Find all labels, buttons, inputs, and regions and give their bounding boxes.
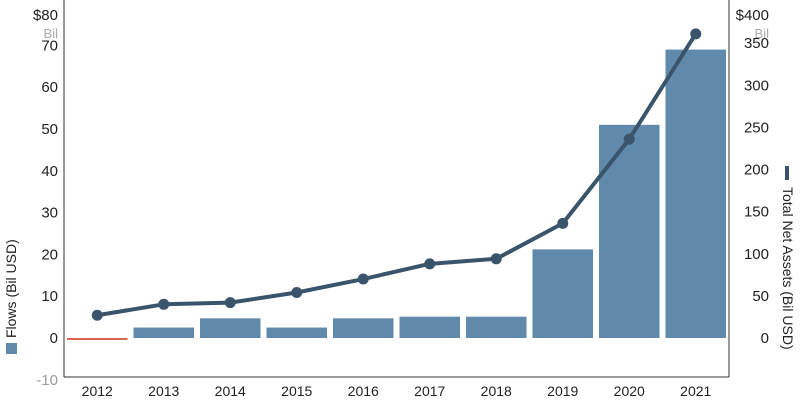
assets-legend-swatch <box>785 166 789 180</box>
left-tick-label: 50 <box>41 121 58 138</box>
flow-bar <box>266 327 327 338</box>
x-tick-label: 2016 <box>348 383 379 399</box>
flow-bar <box>599 124 660 338</box>
x-tick-label: 2021 <box>680 383 711 399</box>
total-net-assets-point <box>623 133 635 145</box>
right-tick-label: 250 <box>744 119 769 136</box>
right-axis-title: Total Net Assets (Bil USD) <box>780 187 796 350</box>
right-tick-label: $400 <box>736 7 769 24</box>
left-tick-label: 0 <box>50 330 58 347</box>
x-tick-label: 2017 <box>414 383 445 399</box>
right-unit-label: Bil <box>755 26 770 41</box>
x-tick-label: 2014 <box>215 383 246 399</box>
total-net-assets-point <box>490 253 502 265</box>
total-net-assets-point <box>357 273 369 285</box>
total-net-assets-point <box>557 217 569 229</box>
flow-bar <box>133 327 194 338</box>
left-tick-label: 70 <box>41 37 58 54</box>
flow-bar <box>532 249 593 338</box>
left-tick-label: 40 <box>41 163 58 180</box>
left-tick-label: -10 <box>36 372 58 389</box>
flow-bar <box>333 318 394 338</box>
x-tick-label: 2012 <box>82 383 113 399</box>
flow-bar <box>466 316 527 338</box>
total-net-assets-point <box>224 297 236 309</box>
left-tick-label: $80 <box>33 7 58 24</box>
left-tick-label: 30 <box>41 205 58 222</box>
axis-layer <box>63 0 730 378</box>
flow-bar <box>399 316 460 338</box>
right-tick-label: 200 <box>744 162 769 179</box>
x-tick-label: 2013 <box>148 383 179 399</box>
total-net-assets-point <box>91 309 103 321</box>
x-tick-label: 2018 <box>481 383 512 399</box>
left-axis-title: Flows (Bil USD) <box>3 239 19 338</box>
right-tick-label: 0 <box>761 330 769 347</box>
total-net-assets-line <box>96 32 698 318</box>
left-unit-label: Bil <box>44 26 59 41</box>
flows-legend-swatch <box>6 343 17 354</box>
flow-bar-negative <box>67 338 128 340</box>
right-tick-label: 100 <box>744 246 769 263</box>
right-tick-label: 300 <box>744 77 769 94</box>
flow-bar <box>665 49 726 338</box>
left-tick-label: 20 <box>41 246 58 263</box>
total-net-assets-point <box>690 28 702 40</box>
line-layer <box>91 28 702 321</box>
left-tick-label: 10 <box>41 288 58 305</box>
bars-layer <box>67 49 726 340</box>
left-tick-label: 60 <box>41 79 58 96</box>
x-tick-label: 2019 <box>547 383 578 399</box>
right-tick-label: 50 <box>752 288 769 305</box>
total-net-assets-point <box>424 258 436 270</box>
x-tick-label: 2020 <box>614 383 645 399</box>
total-net-assets-point <box>158 298 170 310</box>
total-net-assets-point <box>291 287 303 299</box>
right-tick-label: 350 <box>744 35 769 52</box>
right-tick-label: 150 <box>744 204 769 221</box>
labels-layer: -10 0 10 20 30 40 50 60 70 $80 Bil 0 50 100 150 200 250 3… <box>3 7 796 399</box>
x-tick-label: 2015 <box>281 383 312 399</box>
flow-bar <box>200 318 261 338</box>
